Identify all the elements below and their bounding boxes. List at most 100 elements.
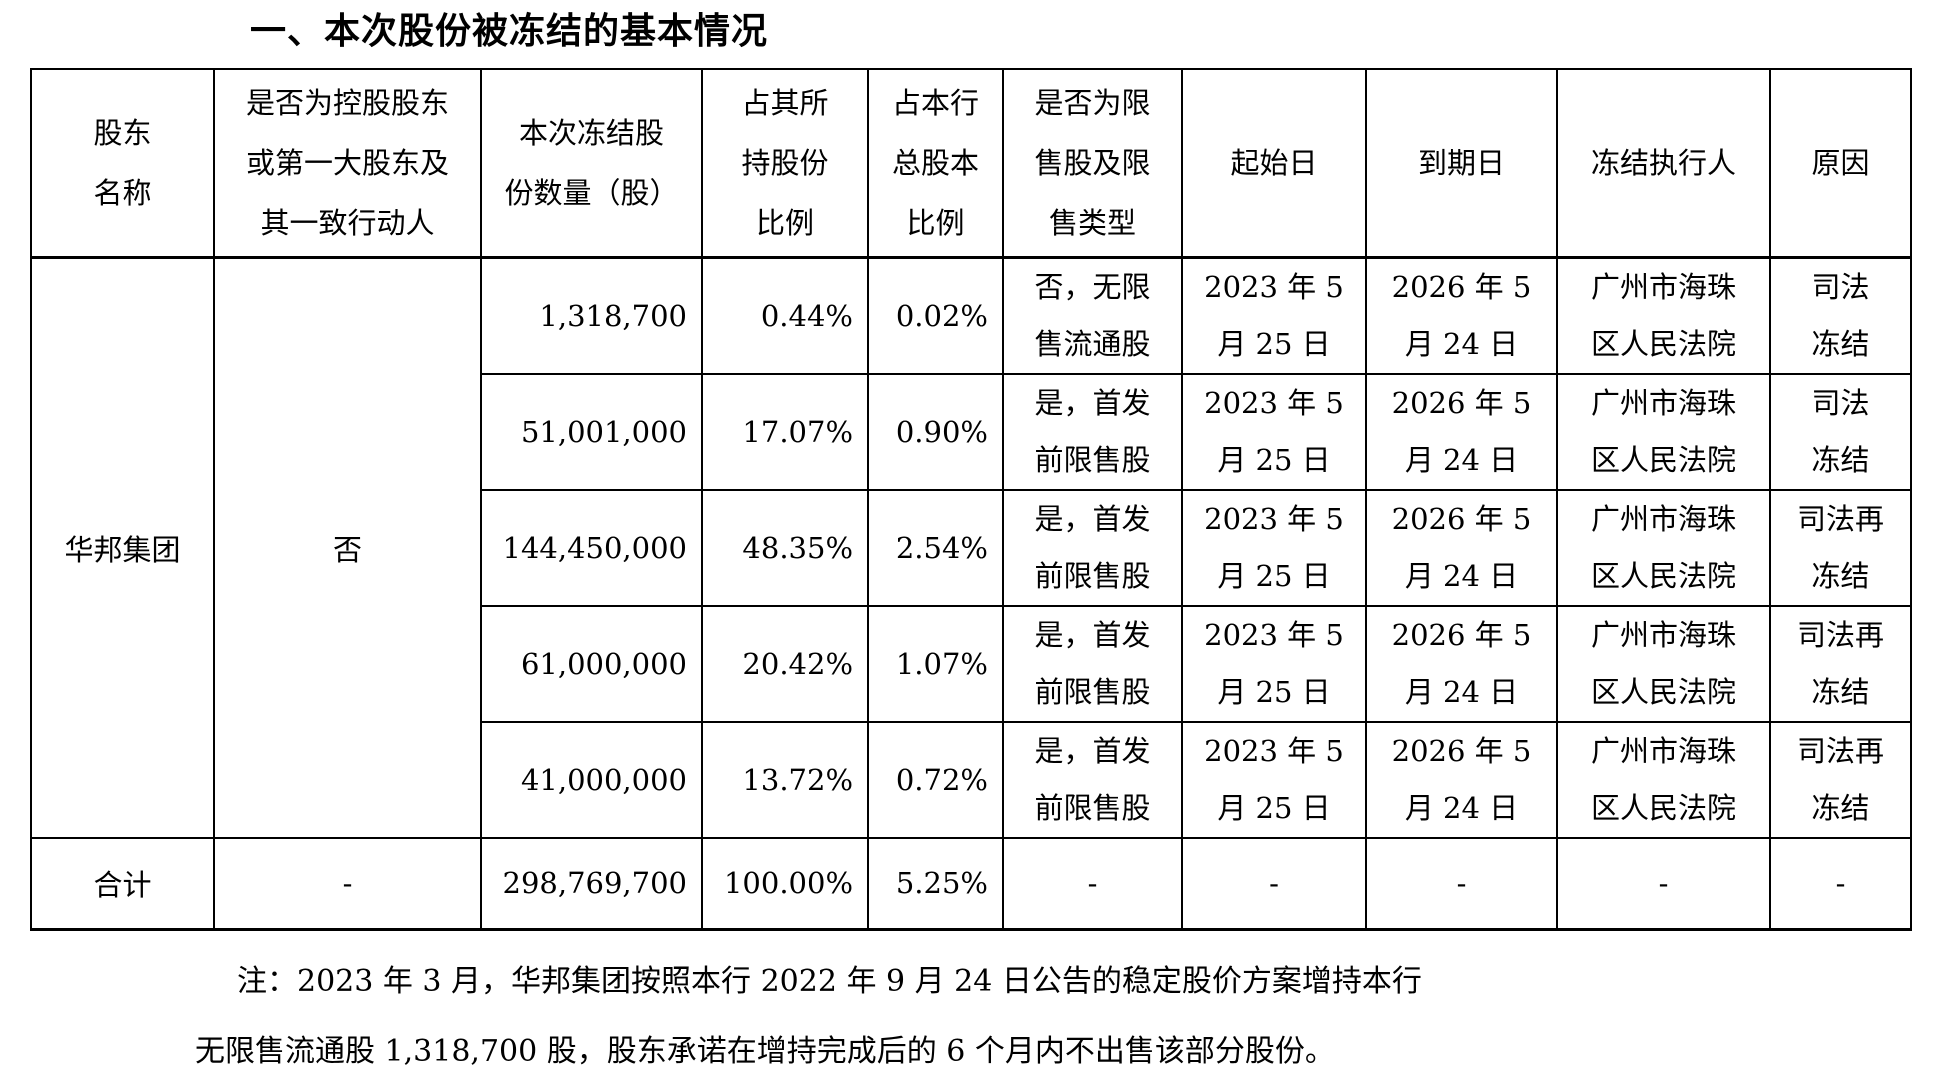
cell-line: 司法: [1811, 269, 1870, 304]
table-row: 华邦集团 否 1,318,700 0.44% 0.02% 否，无限 售流通股 2…: [30, 256, 1912, 839]
cell-line: 区人民法院: [1590, 790, 1736, 825]
cell-line: 2026 年 5: [1391, 269, 1532, 304]
header-frozen-amount: 本次冻结股 份数量（股）: [480, 68, 703, 259]
cell-line: 月 25 日: [1217, 790, 1331, 825]
cell-line: 月 24 日: [1404, 326, 1519, 361]
cell-line: 月 25 日: [1217, 326, 1331, 361]
header-line: 售类型: [1048, 205, 1136, 240]
cell-frozen-amount: 51,001,000: [480, 372, 703, 491]
header-line: 份数量（股）: [504, 175, 679, 210]
cell-line: 月 24 日: [1404, 558, 1519, 593]
cell-line: 区人民法院: [1590, 326, 1736, 361]
cell-restricted-type: 是，首发 前限售股: [1002, 604, 1183, 723]
cell-line: 月 25 日: [1217, 674, 1331, 709]
cell-line: 月 24 日: [1404, 790, 1519, 825]
cell-line: 冻结: [1811, 326, 1870, 361]
cell-line: 冻结: [1811, 442, 1870, 477]
cell-line: 是，首发: [1034, 501, 1151, 536]
cell-line: 2023 年 5: [1204, 385, 1344, 420]
cell-restricted-type: 否，无限 售流通股: [1002, 256, 1183, 375]
header-freeze-executor: 冻结执行人: [1556, 68, 1771, 259]
footnote-line-1: 注：2023 年 3 月，华邦集团按照本行 2022 年 9 月 24 日公告的…: [237, 964, 1422, 999]
header-reason: 原因: [1769, 68, 1912, 259]
table-header-row: 股东 名称 是否为控股股东 或第一大股东及 其一致行动人 本次冻结股 份数量（股…: [30, 68, 1912, 259]
cell-total-label: 合计: [30, 836, 215, 931]
cell-total-pct-of-held: 100.00%: [701, 836, 869, 931]
cell-reason: 司法再 冻结: [1769, 604, 1912, 723]
cell-executor: 广州市海珠 区人民法院: [1556, 256, 1771, 375]
cell-pct-of-total: 1.07%: [867, 604, 1004, 723]
table-row: 144,450,000 48.35% 2.54% 是，首发 前限售股 2023 …: [31, 488, 1912, 607]
table-total-row: 合计 - 298,769,700 100.00% 5.25% - - - - -: [30, 836, 1912, 931]
table-row: 61,000,000 20.42% 1.07% 是，首发 前限售股 2023 年…: [31, 604, 1912, 723]
cell-total-start: -: [1181, 836, 1367, 931]
cell-total-executor: -: [1556, 836, 1771, 931]
cell-restricted-type: 是，首发 前限售股: [1002, 720, 1183, 839]
header-line: 原因: [1811, 145, 1870, 180]
header-line: 冻结执行人: [1590, 145, 1736, 180]
cell-total-restricted: -: [1002, 836, 1183, 931]
cell-executor: 广州市海珠 区人民法院: [1556, 604, 1771, 723]
header-line: 占本行: [891, 85, 979, 120]
cell-line: 2026 年 5: [1391, 733, 1532, 768]
cell-pct-of-held: 48.35%: [701, 488, 869, 607]
cell-executor: 广州市海珠 区人民法院: [1556, 488, 1771, 607]
cell-line: 否，无限: [1034, 269, 1151, 304]
header-line: 名称: [93, 175, 152, 210]
cell-reason: 司法 冻结: [1769, 372, 1912, 491]
cell-line: 月 24 日: [1404, 442, 1519, 477]
cell-pct-of-total: 0.72%: [867, 720, 1004, 839]
cell-line: 2023 年 5: [1204, 617, 1344, 652]
cell-pct-of-total: 0.02%: [867, 256, 1004, 375]
cell-start-date: 2023 年 5 月 25 日: [1181, 720, 1367, 839]
cell-total-reason: -: [1769, 836, 1912, 931]
cell-line: 司法再: [1796, 501, 1884, 536]
cell-line: 广州市海珠: [1590, 617, 1736, 652]
footnote: 注：2023 年 3 月，华邦集团按照本行 2022 年 9 月 24 日公告的…: [195, 947, 1948, 1087]
header-line: 售股及限: [1034, 145, 1151, 180]
cell-line: 月 24 日: [1404, 674, 1519, 709]
cell-line: 前限售股: [1034, 674, 1151, 709]
cell-frozen-amount: 61,000,000: [480, 604, 703, 723]
cell-line: 区人民法院: [1590, 442, 1736, 477]
cell-start-date: 2023 年 5 月 25 日: [1181, 372, 1367, 491]
header-line: 占其所: [741, 85, 829, 120]
cell-is-controlling: 否: [213, 256, 482, 839]
header-line: 比例: [906, 205, 965, 240]
header-pct-of-total: 占本行 总股本 比例: [867, 68, 1004, 259]
cell-frozen-amount: 41,000,000: [480, 720, 703, 839]
table-row: 41,000,000 13.72% 0.72% 是，首发 前限售股 2023 年…: [31, 720, 1912, 839]
cell-end-date: 2026 年 5 月 24 日: [1365, 604, 1558, 723]
cell-line: 2026 年 5: [1391, 617, 1532, 652]
cell-executor: 广州市海珠 区人民法院: [1556, 720, 1771, 839]
cell-end-date: 2026 年 5 月 24 日: [1365, 488, 1558, 607]
cell-line: 区人民法院: [1590, 558, 1736, 593]
cell-frozen-amount: 144,450,000: [480, 488, 703, 607]
cell-total-end: -: [1365, 836, 1558, 931]
cell-line: 月 25 日: [1217, 442, 1331, 477]
header-line: 总股本: [891, 145, 979, 180]
header-line: 到期日: [1417, 145, 1505, 180]
cell-line: 区人民法院: [1590, 674, 1736, 709]
cell-line: 前限售股: [1034, 790, 1151, 825]
cell-line: 2026 年 5: [1391, 501, 1532, 536]
cell-line: 广州市海珠: [1590, 269, 1736, 304]
cell-total-amount: 298,769,700: [480, 836, 703, 931]
header-controlling-shareholder: 是否为控股股东 或第一大股东及 其一致行动人: [213, 68, 482, 259]
cell-line: 前限售股: [1034, 558, 1151, 593]
cell-end-date: 2026 年 5 月 24 日: [1365, 720, 1558, 839]
cell-pct-of-total: 2.54%: [867, 488, 1004, 607]
header-line: 股东: [93, 115, 152, 150]
cell-line: 司法再: [1796, 733, 1884, 768]
cell-line: 2026 年 5: [1391, 385, 1532, 420]
cell-pct-of-held: 20.42%: [701, 604, 869, 723]
cell-total-controlling: -: [213, 836, 482, 931]
header-line: 持股份: [741, 145, 829, 180]
cell-line: 2023 年 5: [1204, 501, 1344, 536]
footnote-line-2: 无限售流通股 1,318,700 股，股东承诺在增持完成后的 6 个月内不出售该…: [195, 1034, 1335, 1069]
cell-total-pct-of-total: 5.25%: [867, 836, 1004, 931]
cell-restricted-type: 是，首发 前限售股: [1002, 372, 1183, 491]
cell-line: 售流通股: [1034, 326, 1151, 361]
header-shareholder-name: 股东 名称: [30, 68, 215, 259]
